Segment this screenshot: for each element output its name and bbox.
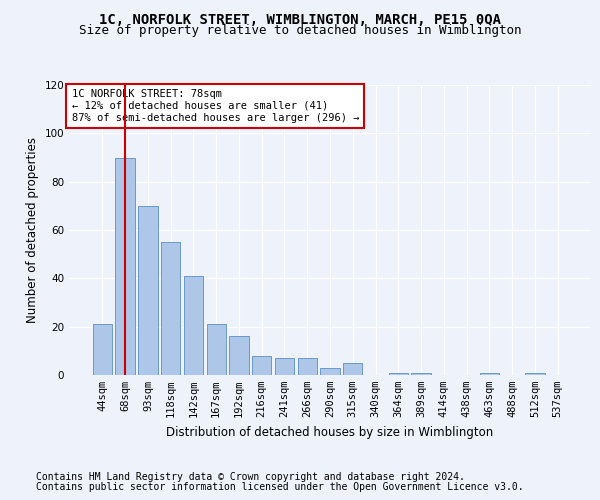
Bar — [115, 158, 135, 375]
Bar — [93, 324, 112, 375]
Bar — [138, 206, 158, 375]
Bar — [161, 242, 181, 375]
Text: Contains public sector information licensed under the Open Government Licence v3: Contains public sector information licen… — [36, 482, 524, 492]
Bar — [298, 358, 317, 375]
Bar — [343, 363, 362, 375]
Bar — [525, 372, 545, 375]
Bar — [206, 324, 226, 375]
Bar — [252, 356, 271, 375]
Text: Contains HM Land Registry data © Crown copyright and database right 2024.: Contains HM Land Registry data © Crown c… — [36, 472, 465, 482]
Bar — [479, 372, 499, 375]
Text: 1C, NORFOLK STREET, WIMBLINGTON, MARCH, PE15 0QA: 1C, NORFOLK STREET, WIMBLINGTON, MARCH, … — [99, 12, 501, 26]
Bar — [184, 276, 203, 375]
Y-axis label: Number of detached properties: Number of detached properties — [26, 137, 39, 323]
Bar — [389, 372, 408, 375]
Bar — [275, 358, 294, 375]
Bar — [412, 372, 431, 375]
Text: 1C NORFOLK STREET: 78sqm
← 12% of detached houses are smaller (41)
87% of semi-d: 1C NORFOLK STREET: 78sqm ← 12% of detach… — [71, 90, 359, 122]
X-axis label: Distribution of detached houses by size in Wimblington: Distribution of detached houses by size … — [166, 426, 494, 438]
Bar — [320, 368, 340, 375]
Text: Size of property relative to detached houses in Wimblington: Size of property relative to detached ho… — [79, 24, 521, 37]
Bar — [229, 336, 248, 375]
